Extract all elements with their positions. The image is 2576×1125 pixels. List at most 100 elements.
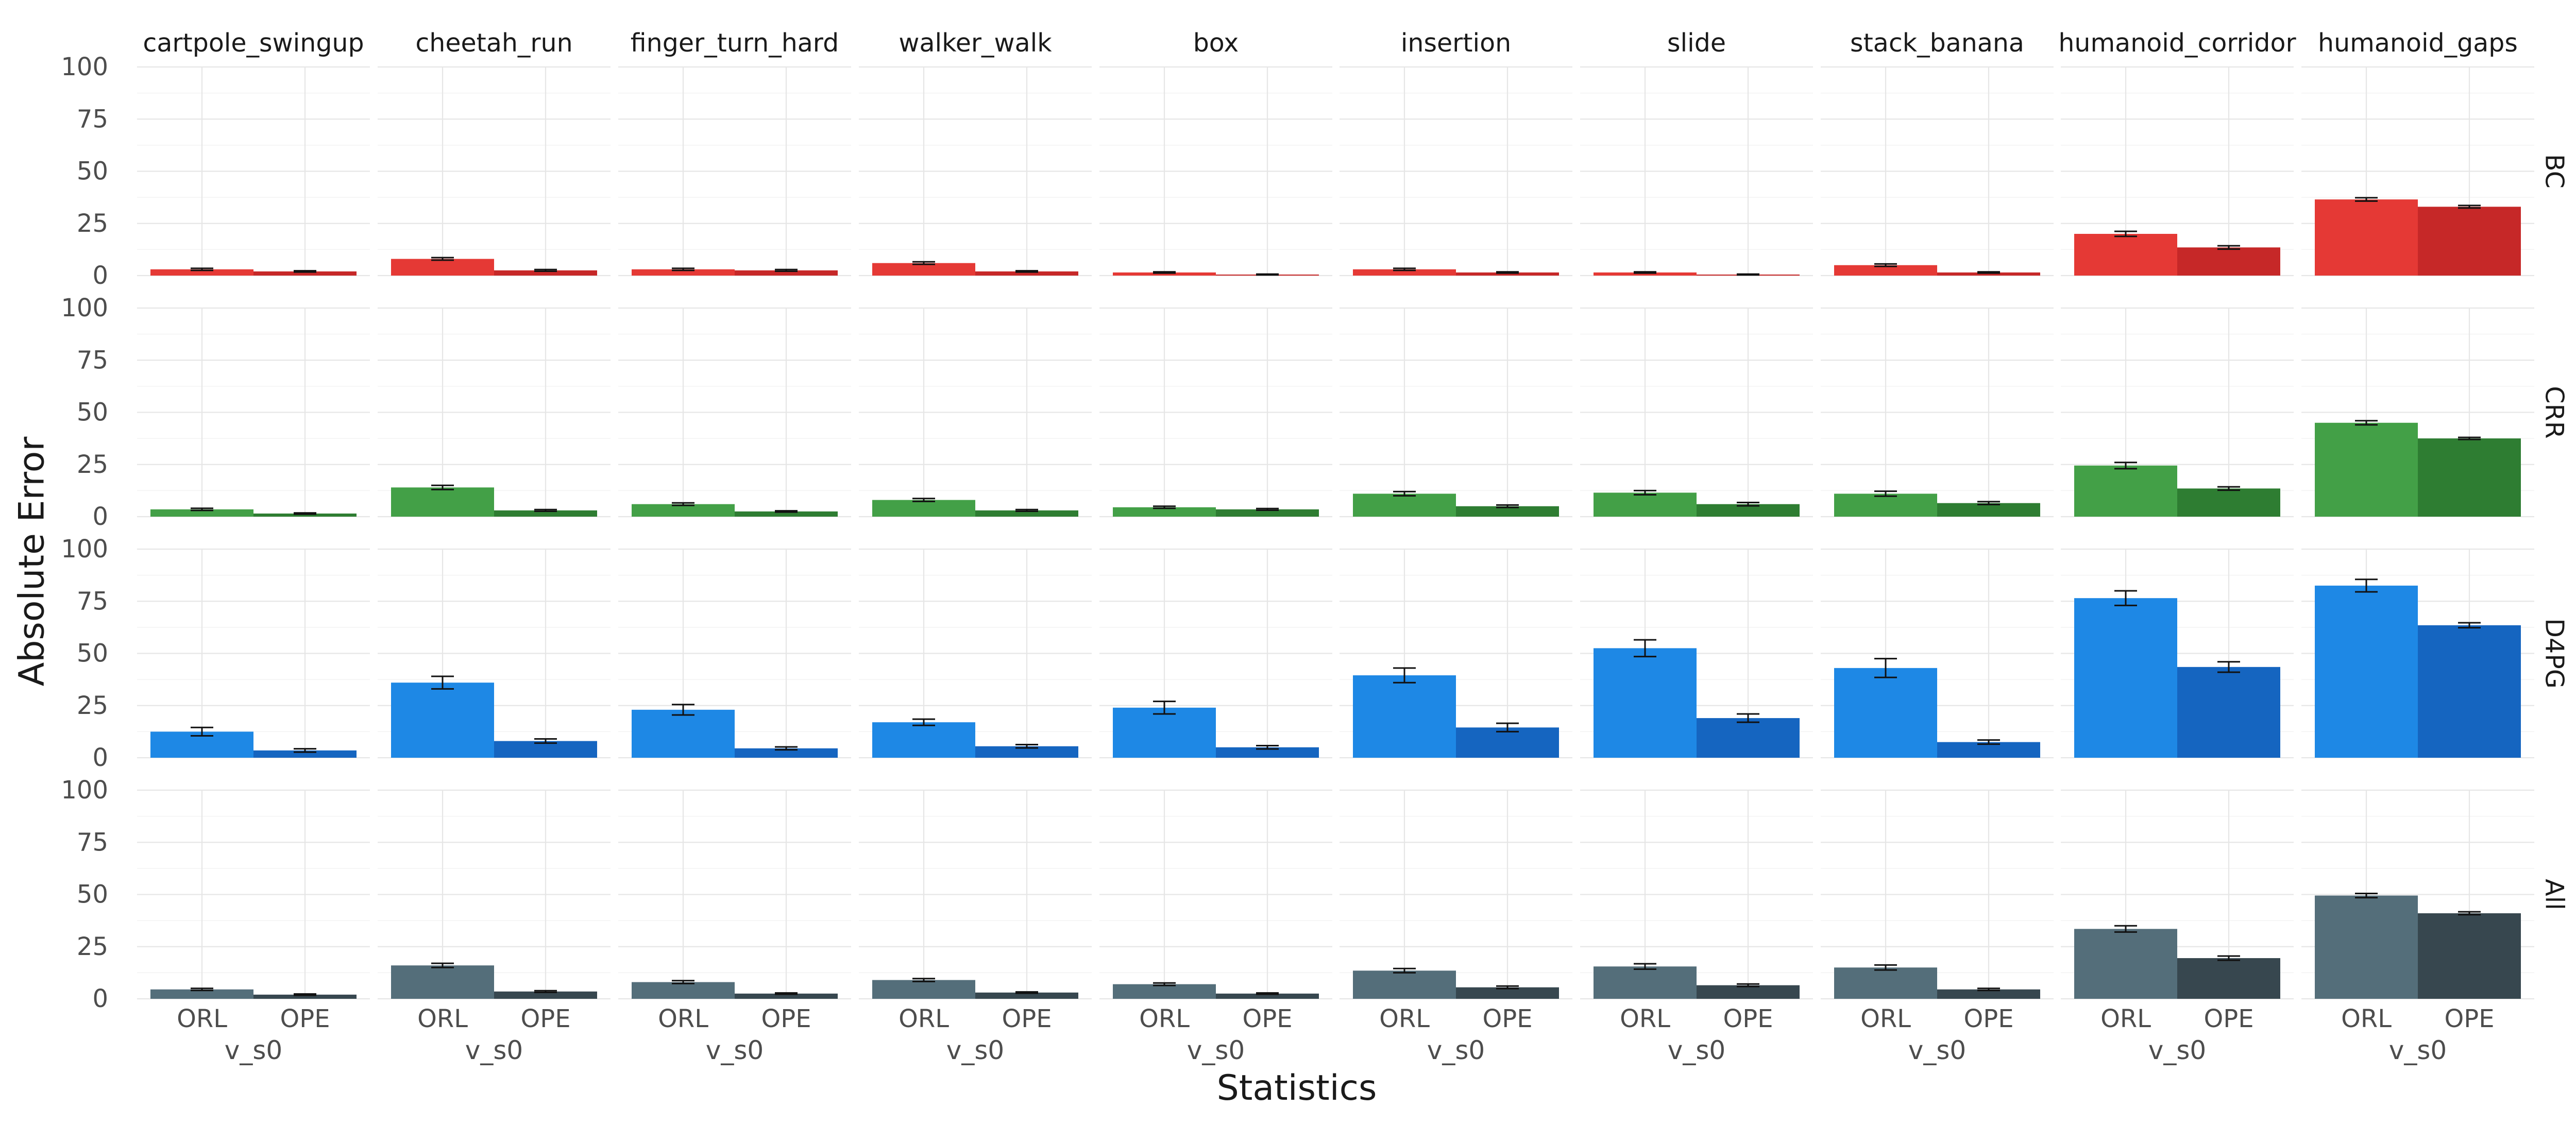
bar-CRR-insertion-ORL: [1353, 493, 1456, 517]
bar-All-humanoid_gaps-OPE: [2418, 913, 2521, 999]
column-strip-label: stack_banana: [1850, 28, 2024, 58]
bar-BC-humanoid_gaps-ORL: [2315, 199, 2418, 276]
y-tick-label: 0: [92, 743, 108, 772]
column-strip-label: humanoid_corridor: [2058, 28, 2296, 58]
bar-CRR-box-ORL: [1113, 507, 1216, 517]
bar-CRR-slide-ORL: [1594, 492, 1697, 517]
column-strip-label: humanoid_gaps: [2318, 28, 2518, 58]
y-tick-label: 25: [77, 932, 108, 961]
bar-All-cartpole_swingup-OPE: [253, 994, 357, 999]
panel-x-label: v_s0: [2148, 1035, 2206, 1065]
bar-All-slide-ORL: [1594, 966, 1697, 999]
bar-CRR-walker_walk-OPE: [975, 510, 1078, 517]
x-tick-label: OPE: [520, 1004, 570, 1033]
y-tick-label: 50: [77, 398, 108, 427]
bar-All-humanoid_corridor-OPE: [2177, 958, 2280, 999]
y-tick-label: 75: [77, 587, 108, 616]
panel-x-label: v_s0: [1908, 1035, 1966, 1065]
bar-CRR-insertion-OPE: [1456, 506, 1559, 517]
x-tick-label: ORL: [2341, 1004, 2392, 1033]
bar-All-insertion-OPE: [1456, 987, 1559, 999]
bar-BC-insertion-ORL: [1353, 269, 1456, 276]
x-tick-label: ORL: [2100, 1004, 2151, 1033]
y-tick-label: 50: [77, 639, 108, 668]
row-strip-label: D4PG: [2540, 618, 2569, 688]
bar-CRR-humanoid_gaps-OPE: [2418, 438, 2521, 517]
bar-All-stack_banana-OPE: [1937, 989, 2040, 999]
bar-BC-cartpole_swingup-ORL: [150, 269, 253, 276]
bar-BC-cartpole_swingup-OPE: [253, 271, 357, 276]
x-tick-label: OPE: [1242, 1004, 1292, 1033]
panel-x-label: v_s0: [1187, 1035, 1245, 1065]
bar-CRR-stack_banana-ORL: [1834, 493, 1937, 517]
bar-All-walker_walk-ORL: [872, 980, 975, 999]
y-tick-label: 25: [77, 691, 108, 720]
bar-D4PG-slide-ORL: [1594, 648, 1697, 758]
x-tick-label: ORL: [1379, 1004, 1430, 1033]
bar-D4PG-humanoid_corridor-ORL: [2074, 598, 2177, 758]
bar-D4PG-walker_walk-OPE: [975, 746, 1078, 758]
x-tick-label: ORL: [177, 1004, 227, 1033]
y-tick-label: 100: [61, 294, 108, 322]
panel-x-label: v_s0: [225, 1035, 282, 1065]
y-tick-label: 100: [61, 53, 108, 81]
x-tick-label: OPE: [761, 1004, 811, 1033]
bar-All-insertion-ORL: [1353, 970, 1456, 999]
bar-BC-humanoid_gaps-OPE: [2418, 207, 2521, 276]
bar-D4PG-finger_turn_hard-OPE: [735, 748, 838, 758]
y-tick-label: 75: [77, 105, 108, 133]
row-strip-label: BC: [2540, 154, 2569, 189]
x-tick-label: OPE: [2204, 1004, 2253, 1033]
y-tick-label: 0: [92, 502, 108, 531]
bar-All-slide-OPE: [1697, 985, 1800, 999]
bar-BC-finger_turn_hard-ORL: [632, 269, 735, 276]
gridlines: [137, 66, 2534, 1000]
bar-CRR-finger_turn_hard-OPE: [735, 511, 838, 517]
bar-BC-slide-ORL: [1594, 272, 1697, 276]
bar-CRR-humanoid_gaps-ORL: [2315, 422, 2418, 517]
bar-CRR-humanoid_corridor-OPE: [2177, 488, 2280, 517]
bar-All-cartpole_swingup-ORL: [150, 989, 253, 999]
x-tick-label: ORL: [417, 1004, 468, 1033]
bar-All-cheetah_run-ORL: [391, 965, 494, 999]
bar-D4PG-humanoid_corridor-OPE: [2177, 667, 2280, 758]
bar-All-walker_walk-OPE: [975, 992, 1078, 999]
bar-BC-insertion-OPE: [1456, 272, 1559, 276]
bar-D4PG-slide-OPE: [1697, 718, 1800, 758]
bar-D4PG-finger_turn_hard-ORL: [632, 709, 735, 758]
bar-BC-humanoid_corridor-ORL: [2074, 234, 2177, 276]
bar-BC-box-ORL: [1113, 272, 1216, 276]
column-strip-label: insertion: [1401, 28, 1511, 58]
bar-CRR-finger_turn_hard-ORL: [632, 504, 735, 517]
bar-BC-humanoid_corridor-OPE: [2177, 247, 2280, 276]
bar-All-finger_turn_hard-ORL: [632, 982, 735, 999]
error-bars: [191, 197, 2481, 996]
x-tick-label: ORL: [1620, 1004, 1670, 1033]
bar-CRR-stack_banana-OPE: [1937, 503, 2040, 517]
row-strip-label: CRR: [2540, 386, 2569, 438]
bar-BC-stack_banana-ORL: [1834, 265, 1937, 276]
bar-BC-cheetah_run-ORL: [391, 259, 494, 276]
bar-D4PG-humanoid_gaps-ORL: [2315, 585, 2418, 758]
y-tick-label: 25: [77, 209, 108, 238]
y-tick-label: 100: [61, 535, 108, 564]
panel-x-label: v_s0: [946, 1035, 1004, 1065]
bar-CRR-cheetah_run-OPE: [494, 510, 597, 517]
bar-All-box-OPE: [1216, 993, 1319, 999]
y-axis-title: Absolute Error: [12, 437, 53, 687]
x-tick-label: OPE: [1002, 1004, 1052, 1033]
bars: [150, 199, 2521, 999]
bar-All-stack_banana-ORL: [1834, 967, 1937, 999]
y-tick-label: 75: [77, 346, 108, 374]
bar-All-cheetah_run-OPE: [494, 991, 597, 999]
panel-x-label: v_s0: [706, 1035, 764, 1065]
bar-CRR-cartpole_swingup-ORL: [150, 509, 253, 517]
bar-All-box-ORL: [1113, 984, 1216, 999]
x-tick-label: ORL: [1860, 1004, 1911, 1033]
column-strip-label: cartpole_swingup: [143, 28, 364, 58]
bar-All-finger_turn_hard-OPE: [735, 993, 838, 999]
x-tick-label: OPE: [2444, 1004, 2494, 1033]
y-tick-label: 25: [77, 450, 108, 479]
row-strip-label: All: [2540, 879, 2569, 910]
